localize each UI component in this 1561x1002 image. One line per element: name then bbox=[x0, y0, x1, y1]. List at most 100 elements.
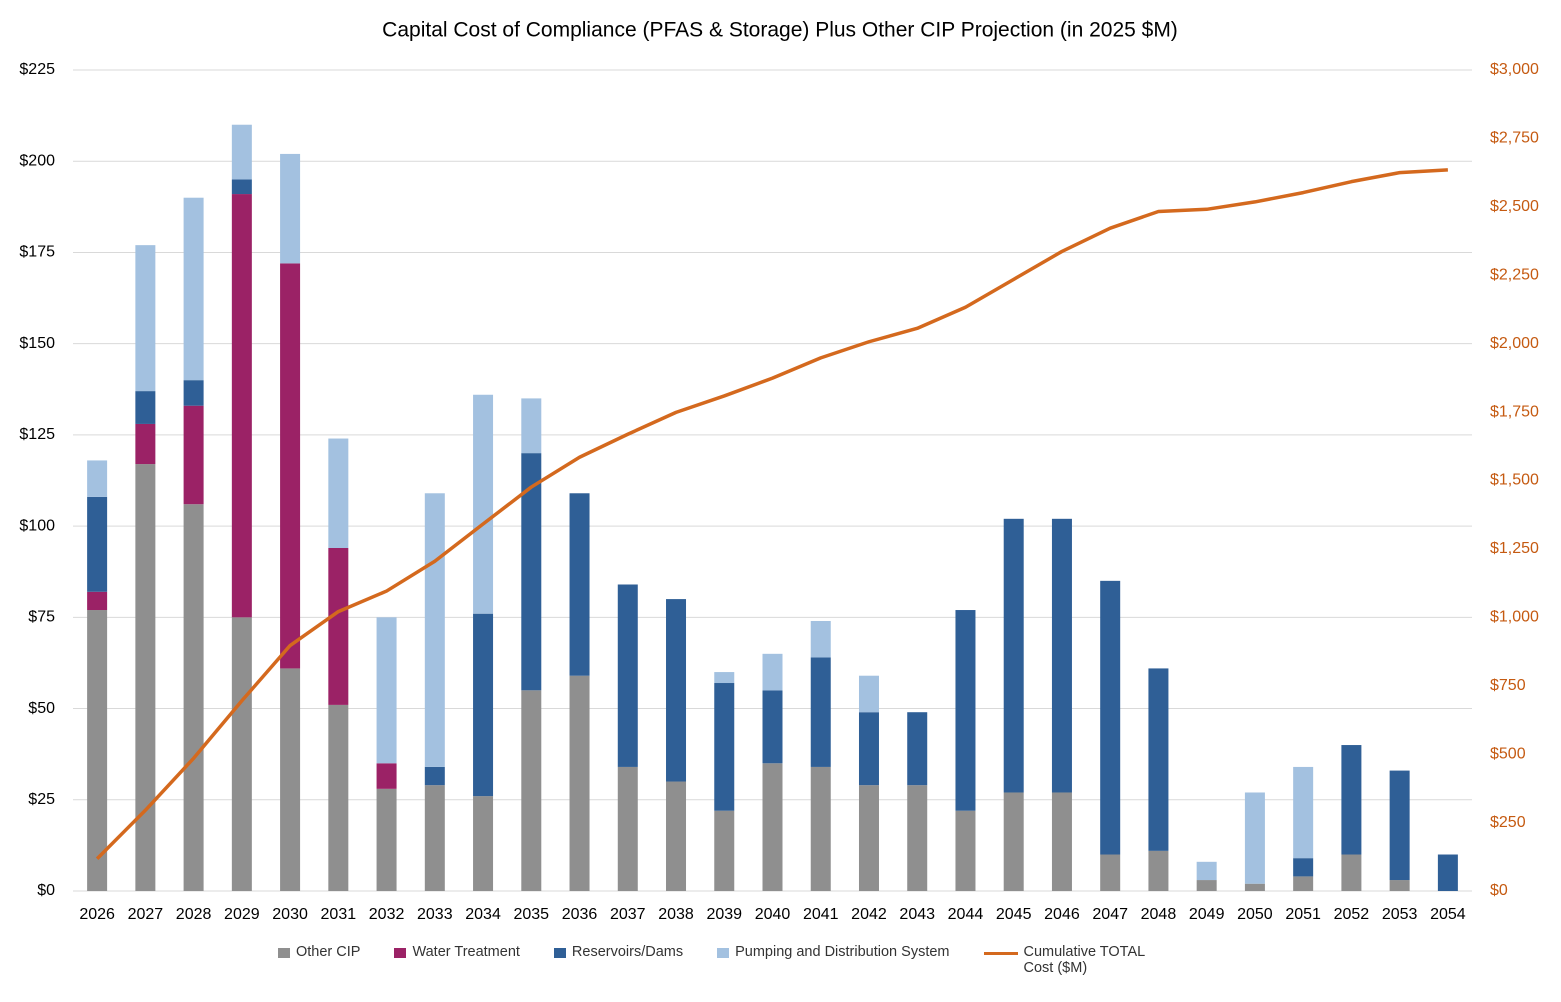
legend-swatch bbox=[983, 952, 1018, 955]
legend-swatch bbox=[553, 948, 566, 958]
x-tick-label: 2049 bbox=[1189, 906, 1225, 923]
x-tick-label: 2033 bbox=[417, 906, 453, 923]
bar-segment bbox=[666, 599, 687, 782]
y-tick-label: $125 bbox=[19, 426, 55, 443]
x-tick-label: 2031 bbox=[321, 906, 357, 923]
bar-segment bbox=[907, 712, 928, 786]
cumulative-line bbox=[95, 168, 1448, 860]
bar-segment bbox=[376, 788, 397, 891]
x-tick-label: 2040 bbox=[755, 906, 791, 923]
legend-swatch bbox=[717, 948, 730, 958]
bar-segment bbox=[328, 548, 349, 705]
bar-segment bbox=[473, 613, 494, 797]
legend-item: Other CIP bbox=[278, 944, 360, 976]
bar-segment bbox=[1148, 668, 1169, 851]
bar-segment bbox=[135, 245, 156, 392]
x-tick-label: 2050 bbox=[1237, 906, 1273, 923]
bar-segment bbox=[87, 496, 108, 592]
bar-segment bbox=[1293, 858, 1314, 877]
bar-segment bbox=[521, 453, 542, 691]
x-tick-label: 2027 bbox=[128, 906, 164, 923]
bar-segment bbox=[955, 810, 976, 891]
bar-segment bbox=[714, 672, 735, 684]
bar-segment bbox=[1196, 880, 1217, 891]
bar-segment bbox=[666, 781, 687, 891]
y-tick-label: $50 bbox=[28, 700, 55, 717]
x-tick-label: 2048 bbox=[1141, 906, 1177, 923]
bar-segment bbox=[1003, 792, 1024, 891]
bar-segment bbox=[183, 405, 204, 505]
bar-segment bbox=[328, 438, 349, 549]
bar-segment bbox=[858, 785, 879, 891]
bar-segment bbox=[1148, 850, 1169, 891]
bar-segment bbox=[231, 617, 252, 891]
legend-swatch bbox=[394, 948, 407, 958]
y2-tick-label: $1,750 bbox=[1490, 403, 1539, 420]
bar-segment bbox=[1244, 792, 1265, 884]
bar-segment bbox=[617, 584, 638, 767]
y2-tick-label: $250 bbox=[1490, 814, 1526, 831]
y-tick-label: $100 bbox=[19, 517, 55, 534]
bar-segment bbox=[569, 675, 590, 891]
x-tick-label: 2047 bbox=[1092, 906, 1128, 923]
legend-label: Other CIP bbox=[296, 944, 361, 960]
bar-segment bbox=[135, 423, 156, 465]
legend-item: Pumping and Distribution System bbox=[717, 944, 950, 976]
x-tick-label: 2043 bbox=[899, 906, 935, 923]
bar-segment bbox=[1293, 766, 1314, 859]
bar-segment bbox=[762, 690, 783, 764]
legend-label: Reservoirs/Dams bbox=[571, 944, 684, 960]
x-tick-label: 2041 bbox=[803, 906, 839, 923]
bar-segment bbox=[1341, 745, 1362, 855]
x-tick-label: 2029 bbox=[224, 906, 260, 923]
bar-segment bbox=[135, 464, 156, 891]
y-tick-label: $25 bbox=[28, 791, 55, 808]
bar-segment bbox=[135, 391, 156, 424]
y2-tick-label: $2,500 bbox=[1490, 198, 1539, 215]
bar-segment bbox=[473, 796, 494, 891]
bar-segment bbox=[87, 460, 108, 497]
x-tick-label: 2046 bbox=[1044, 906, 1080, 923]
bar-segment bbox=[231, 179, 252, 195]
bar-segment bbox=[376, 763, 397, 789]
bar-segment bbox=[858, 712, 879, 786]
x-tick-label: 2028 bbox=[176, 906, 212, 923]
bar-segment bbox=[810, 620, 831, 658]
bar-segment bbox=[1003, 518, 1024, 793]
bar-segment bbox=[1437, 854, 1458, 891]
bar-segment bbox=[424, 785, 445, 891]
y2-tick-label: $2,250 bbox=[1490, 266, 1539, 283]
bar-segment bbox=[762, 653, 783, 691]
y-tick-label: $0 bbox=[37, 882, 55, 899]
bar-segment bbox=[1051, 792, 1072, 891]
bar-segment bbox=[376, 617, 397, 764]
bar-segment bbox=[858, 675, 879, 713]
x-tick-label: 2054 bbox=[1430, 906, 1466, 923]
y2-tick-label: $3,000 bbox=[1490, 61, 1539, 78]
y-tick-label: $75 bbox=[28, 609, 55, 626]
legend-label: Pumping and Distribution System bbox=[735, 944, 950, 960]
bar-segment bbox=[1293, 876, 1314, 891]
y2-tick-label: $2,000 bbox=[1490, 335, 1539, 352]
bar-segment bbox=[280, 668, 301, 891]
x-tick-label: 2030 bbox=[272, 906, 308, 923]
bar-segment bbox=[569, 493, 590, 676]
bar-segment bbox=[424, 493, 445, 767]
bar-segment bbox=[521, 398, 542, 454]
y2-tick-label: $500 bbox=[1490, 745, 1526, 762]
x-tick-label: 2053 bbox=[1382, 906, 1418, 923]
bar-segment bbox=[473, 394, 494, 614]
x-tick-label: 2051 bbox=[1285, 906, 1321, 923]
x-tick-label: 2036 bbox=[562, 906, 598, 923]
x-tick-label: 2035 bbox=[513, 906, 549, 923]
legend-item: Cumulative TOTAL Cost ($M) bbox=[983, 944, 1159, 976]
legend-label: Cumulative TOTAL Cost ($M) bbox=[1023, 944, 1145, 976]
x-tick-label: 2032 bbox=[369, 906, 405, 923]
bar-segment bbox=[714, 810, 735, 891]
bar-segment bbox=[183, 380, 204, 406]
bar-segment bbox=[231, 124, 252, 180]
bar-segment bbox=[231, 194, 252, 618]
x-tick-label: 2039 bbox=[706, 906, 742, 923]
bar-segment bbox=[955, 610, 976, 811]
